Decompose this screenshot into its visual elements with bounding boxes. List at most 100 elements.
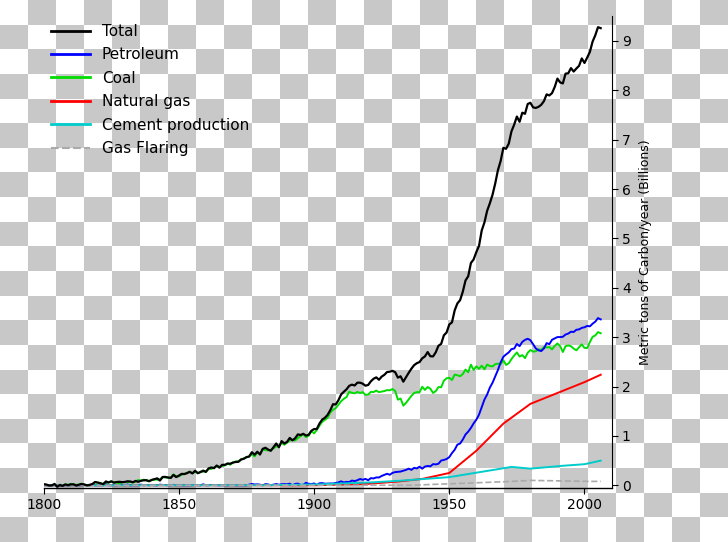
Bar — [420, 0, 448, 24]
Bar — [56, 394, 84, 419]
Bar — [392, 24, 420, 49]
Bar — [280, 443, 308, 468]
Bar — [112, 345, 140, 370]
Bar — [476, 74, 504, 99]
Bar — [616, 99, 644, 123]
Bar — [140, 148, 168, 172]
Bar — [672, 222, 700, 247]
Bar — [0, 49, 28, 74]
Bar — [588, 320, 616, 345]
Line: Coal: Coal — [44, 332, 601, 485]
Bar — [448, 247, 476, 271]
Bar — [336, 247, 364, 271]
Bar — [420, 99, 448, 123]
Bar — [448, 443, 476, 468]
Line: Natural gas: Natural gas — [44, 375, 601, 485]
Bar — [588, 247, 616, 271]
Bar — [196, 49, 224, 74]
Bar — [504, 345, 532, 370]
Bar — [168, 271, 196, 295]
Bar — [0, 247, 28, 271]
Bar — [644, 443, 672, 468]
Bar — [532, 271, 560, 295]
Bar — [448, 271, 476, 295]
Bar — [392, 222, 420, 247]
Bar — [336, 148, 364, 172]
Bar — [56, 99, 84, 123]
Bar — [420, 271, 448, 295]
Bar — [588, 493, 616, 518]
Bar — [336, 0, 364, 24]
Bar — [420, 123, 448, 148]
Bar — [532, 123, 560, 148]
Bar — [196, 99, 224, 123]
Bar — [364, 518, 392, 542]
Bar — [56, 468, 84, 493]
Bar — [84, 74, 112, 99]
Bar — [448, 493, 476, 518]
Petroleum — [496, 359, 505, 365]
Bar — [308, 172, 336, 197]
Bar — [616, 0, 644, 24]
Bar — [84, 394, 112, 419]
Bar — [448, 0, 476, 24]
Bar — [672, 345, 700, 370]
Natural gas — [505, 416, 513, 423]
Bar — [364, 419, 392, 443]
Bar — [0, 419, 28, 443]
Bar — [644, 468, 672, 493]
Gas Flaring — [505, 479, 513, 485]
Bar — [700, 123, 728, 148]
Bar — [308, 24, 336, 49]
Coal — [555, 343, 564, 350]
Bar — [700, 320, 728, 345]
Gas Flaring — [391, 482, 400, 488]
Bar — [448, 394, 476, 419]
Bar — [364, 443, 392, 468]
Bar — [476, 172, 504, 197]
Bar — [308, 148, 336, 172]
Bar — [280, 468, 308, 493]
Bar — [224, 24, 252, 49]
Bar — [280, 295, 308, 320]
Bar — [84, 271, 112, 295]
Bar — [56, 320, 84, 345]
Bar — [644, 320, 672, 345]
Bar — [644, 493, 672, 518]
Bar — [392, 74, 420, 99]
Bar — [168, 468, 196, 493]
Bar — [644, 24, 672, 49]
Bar — [364, 493, 392, 518]
Bar — [168, 222, 196, 247]
Total — [39, 481, 48, 487]
Bar — [28, 24, 56, 49]
Bar — [140, 443, 168, 468]
Bar — [560, 295, 588, 320]
Bar — [56, 0, 84, 24]
Bar — [252, 493, 280, 518]
Bar — [112, 197, 140, 222]
Bar — [392, 370, 420, 394]
Bar — [84, 0, 112, 24]
Bar — [28, 197, 56, 222]
Bar — [0, 271, 28, 295]
Bar — [112, 49, 140, 74]
Bar — [560, 74, 588, 99]
Bar — [0, 74, 28, 99]
Bar — [364, 148, 392, 172]
Bar — [504, 493, 532, 518]
Bar — [224, 468, 252, 493]
Bar — [364, 345, 392, 370]
Bar — [448, 74, 476, 99]
Bar — [0, 172, 28, 197]
Bar — [476, 345, 504, 370]
Bar — [308, 493, 336, 518]
Bar — [308, 49, 336, 74]
Total — [555, 79, 564, 86]
Bar — [280, 345, 308, 370]
Bar — [532, 394, 560, 419]
Bar — [700, 24, 728, 49]
Bar — [0, 24, 28, 49]
Bar — [308, 0, 336, 24]
Bar — [700, 419, 728, 443]
